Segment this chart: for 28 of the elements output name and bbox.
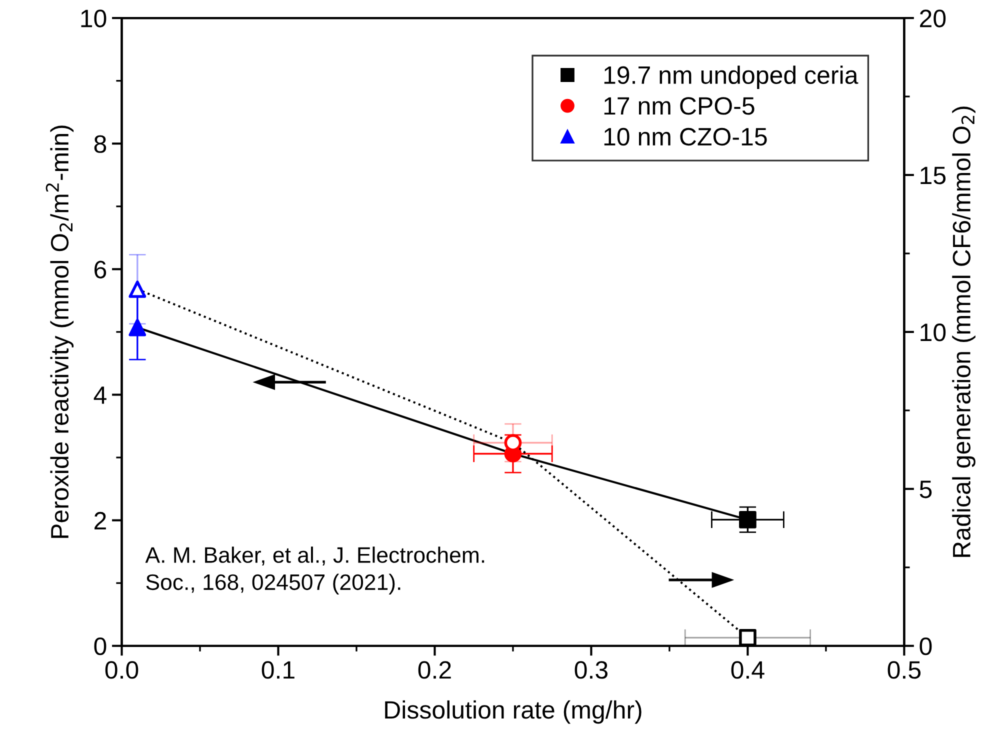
x-tick-label: 0.4: [731, 661, 764, 679]
legend-label: 17 nm CPO-5: [604, 97, 754, 115]
y2-tick-label: 10: [920, 324, 946, 342]
y-axis-title: Peroxide reactivity (mmol O$_{2}$/m$^{2}$-min): [46, 126, 74, 538]
y2-axis-title: Radical generation (mmol CF6/mmol O$_{2}$): [952, 106, 976, 557]
y-tick-label: 0: [94, 637, 106, 656]
annotation: A. M. Baker, et al., J. Electrochem. Soc., 168, 024507 (2021).: [145, 546, 484, 594]
x-tick-label: 0.2: [418, 661, 451, 679]
y-tick-label: 10: [81, 10, 106, 28]
x-tick-label: 0.3: [574, 661, 608, 679]
y2-tick-label: 15: [920, 166, 946, 184]
point: [739, 629, 756, 646]
x-tick-label: 0.0: [105, 661, 138, 679]
y-tick-label: 6: [94, 260, 106, 278]
point: [128, 280, 146, 298]
y2-tick-label: 5: [920, 480, 932, 498]
y-tick-label: 4: [94, 386, 106, 404]
y-tick-label: 8: [94, 135, 106, 153]
legend-label: 19.7 nm undoped ceria: [604, 66, 858, 89]
y2-tick-label: 0: [920, 637, 932, 656]
x-tick-label: 0.5: [888, 661, 921, 679]
legend-label: 10 nm CZO-15: [604, 128, 767, 146]
point: [128, 318, 146, 336]
y-tick-label: 2: [94, 512, 106, 530]
x-tick-label: 0.1: [262, 661, 294, 679]
x-axis-title: Dissolution rate (mg/hr): [385, 700, 642, 724]
y2-tick-label: 20: [920, 10, 946, 28]
point: [739, 510, 756, 528]
